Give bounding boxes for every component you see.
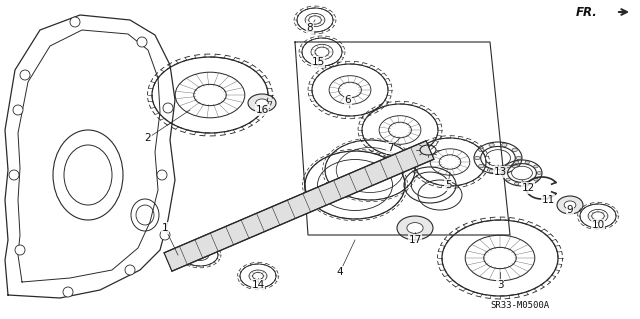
Ellipse shape	[592, 212, 604, 220]
Circle shape	[163, 103, 173, 113]
Ellipse shape	[315, 47, 329, 57]
Ellipse shape	[516, 156, 521, 160]
Ellipse shape	[537, 172, 541, 174]
Text: 17: 17	[408, 235, 422, 245]
Text: 16: 16	[255, 105, 269, 115]
Ellipse shape	[525, 161, 529, 164]
Circle shape	[70, 17, 80, 27]
Ellipse shape	[248, 94, 276, 112]
Circle shape	[160, 230, 170, 240]
Circle shape	[15, 245, 25, 255]
Ellipse shape	[502, 172, 507, 174]
Ellipse shape	[515, 161, 519, 164]
Ellipse shape	[515, 182, 519, 185]
Text: 11: 11	[541, 195, 555, 205]
Ellipse shape	[489, 169, 494, 173]
Text: 12: 12	[522, 183, 534, 193]
Circle shape	[137, 37, 147, 47]
Ellipse shape	[484, 247, 516, 269]
Text: 14: 14	[252, 280, 264, 290]
Circle shape	[125, 265, 135, 275]
Text: 9: 9	[566, 205, 573, 215]
Ellipse shape	[506, 178, 510, 181]
Ellipse shape	[407, 223, 423, 234]
Ellipse shape	[511, 166, 532, 180]
Ellipse shape	[397, 216, 433, 240]
Ellipse shape	[525, 182, 529, 185]
Ellipse shape	[534, 178, 538, 181]
Text: 7: 7	[387, 143, 394, 153]
Text: 5: 5	[445, 180, 451, 190]
Ellipse shape	[512, 148, 517, 152]
Ellipse shape	[506, 165, 510, 168]
Ellipse shape	[253, 272, 264, 279]
Text: 15: 15	[312, 57, 324, 67]
Ellipse shape	[439, 155, 461, 169]
Text: SR33-M0500A: SR33-M0500A	[490, 300, 550, 309]
Ellipse shape	[479, 164, 484, 168]
Ellipse shape	[388, 122, 412, 138]
Ellipse shape	[475, 156, 480, 160]
Ellipse shape	[339, 82, 362, 98]
Ellipse shape	[308, 16, 321, 24]
Polygon shape	[164, 141, 434, 271]
Ellipse shape	[195, 252, 205, 258]
Text: 4: 4	[337, 267, 343, 277]
Ellipse shape	[512, 164, 517, 168]
Text: 10: 10	[591, 220, 605, 230]
Circle shape	[13, 105, 23, 115]
Ellipse shape	[489, 143, 494, 147]
Ellipse shape	[557, 196, 583, 214]
Circle shape	[9, 170, 19, 180]
Ellipse shape	[194, 84, 227, 106]
Text: 1: 1	[162, 223, 168, 233]
Text: 6: 6	[345, 95, 351, 105]
Ellipse shape	[534, 165, 538, 168]
Ellipse shape	[502, 169, 507, 173]
Circle shape	[157, 170, 167, 180]
Ellipse shape	[564, 201, 576, 209]
Text: 8: 8	[307, 23, 314, 33]
Ellipse shape	[479, 148, 484, 152]
Text: 13: 13	[493, 167, 507, 177]
Text: 2: 2	[145, 133, 151, 143]
Ellipse shape	[256, 99, 268, 107]
Ellipse shape	[486, 150, 511, 166]
Circle shape	[20, 70, 30, 80]
Text: 3: 3	[497, 280, 503, 290]
Text: FR.: FR.	[576, 5, 598, 19]
Ellipse shape	[502, 143, 507, 147]
Circle shape	[63, 287, 73, 297]
